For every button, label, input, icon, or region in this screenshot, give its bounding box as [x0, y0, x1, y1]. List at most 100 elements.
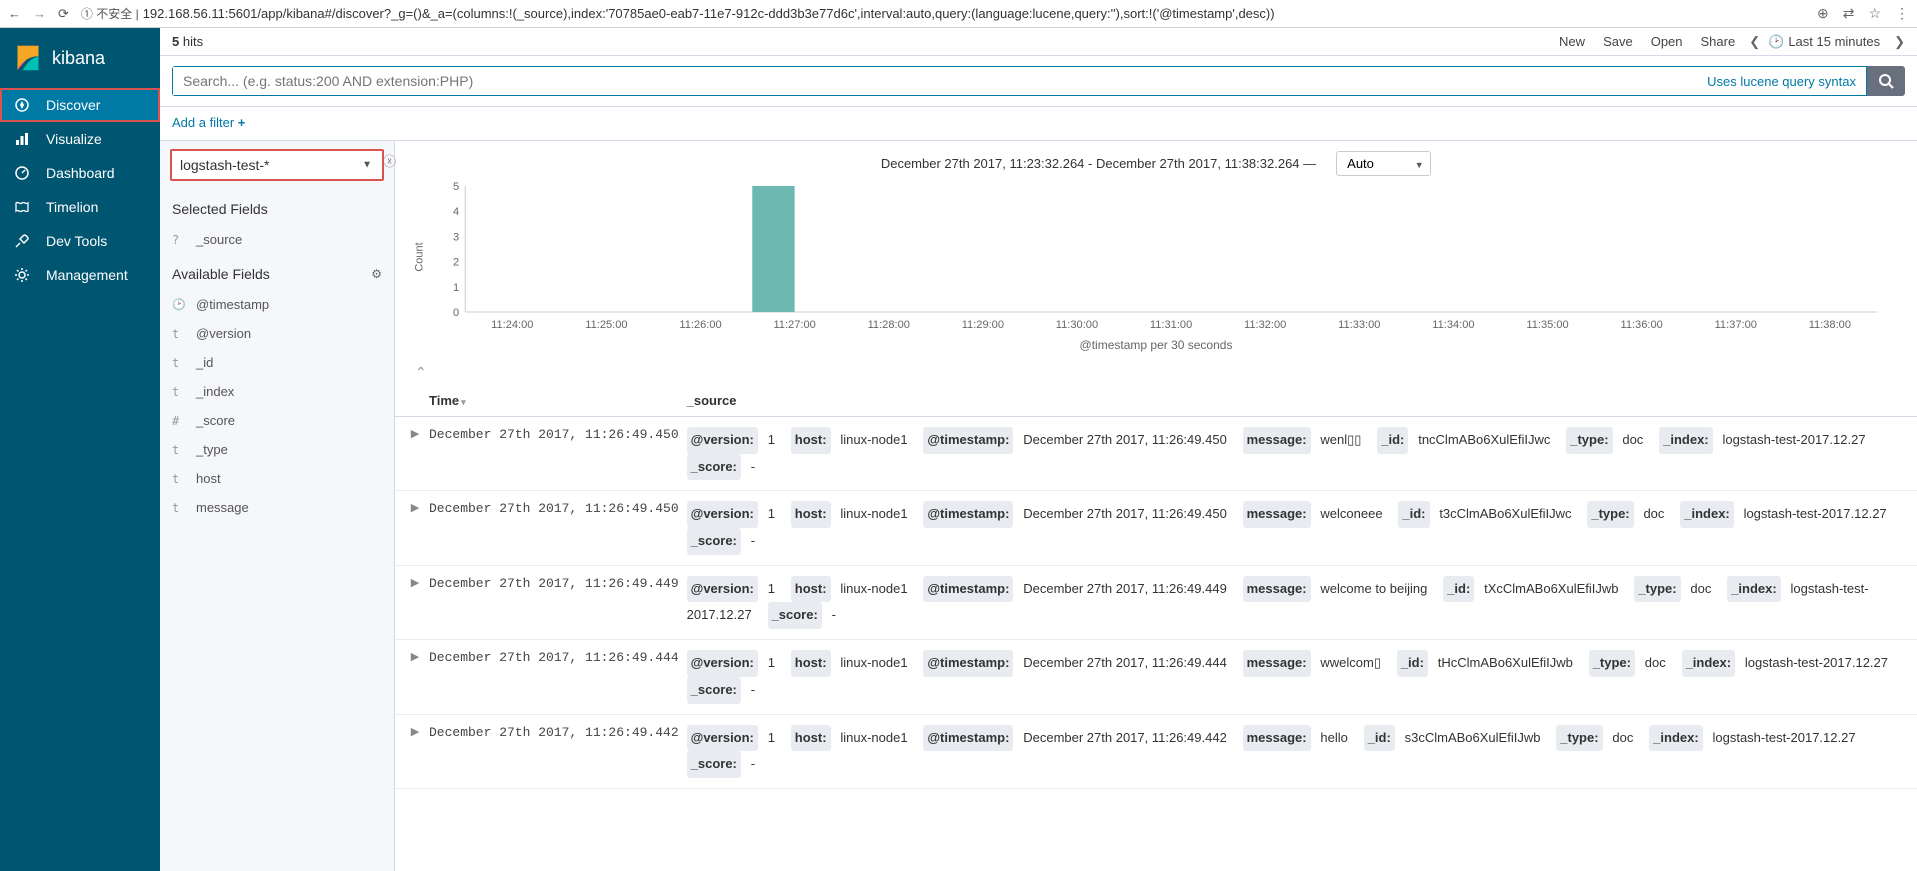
- collapse-chart-icon[interactable]: ⌃: [395, 360, 1917, 385]
- nav-label: Dev Tools: [46, 233, 107, 249]
- field-_index[interactable]: t_index: [160, 377, 394, 406]
- field-@version[interactable]: t @version: [160, 319, 394, 348]
- new-link[interactable]: New: [1559, 34, 1585, 49]
- field-value: -: [751, 682, 755, 697]
- nav-timelion[interactable]: Timelion: [0, 190, 160, 224]
- open-link[interactable]: Open: [1651, 34, 1683, 49]
- histogram-chart[interactable]: Count 01234511:24:0011:25:0011:26:0011:2…: [435, 182, 1887, 332]
- nav-visualize[interactable]: Visualize: [0, 122, 160, 156]
- clock-icon: 🕑: [1768, 34, 1784, 50]
- expand-row-icon[interactable]: ▶: [395, 491, 429, 565]
- field-value: wwelcom▯: [1320, 655, 1381, 670]
- field-_score[interactable]: #_score: [160, 406, 394, 435]
- gear-icon[interactable]: ⚙: [371, 267, 382, 281]
- expand-row-icon[interactable]: ▶: [395, 640, 429, 714]
- row-time: December 27th 2017, 11:26:49.444: [429, 640, 687, 714]
- field-type-icon: t: [172, 327, 186, 341]
- field-_source[interactable]: ?_source: [160, 225, 394, 254]
- svg-text:11:32:00: 11:32:00: [1244, 319, 1286, 331]
- field-sidebar: logstash-test-* ▼ ⓧ Selected Fields ?_so…: [160, 141, 395, 871]
- expand-row-icon[interactable]: ▶: [395, 417, 429, 491]
- time-picker[interactable]: 🕑 Last 15 minutes: [1768, 34, 1880, 50]
- share-link[interactable]: Share: [1701, 34, 1736, 49]
- insecure-icon: ① 不安全 |: [81, 5, 139, 22]
- column-source[interactable]: _source: [687, 385, 1917, 417]
- field-type-icon: t: [172, 356, 186, 370]
- expand-row-icon[interactable]: ▶: [395, 565, 429, 639]
- field-key: @timestamp:: [923, 501, 1013, 528]
- field-_id[interactable]: t_id: [160, 348, 394, 377]
- svg-text:11:31:00: 11:31:00: [1150, 319, 1192, 331]
- nav-dashboard[interactable]: Dashboard: [0, 156, 160, 190]
- sort-desc-icon: ▾: [461, 397, 466, 407]
- field-key: _index:: [1659, 427, 1713, 454]
- nav-management[interactable]: Management: [0, 258, 160, 292]
- kibana-logo[interactable]: kibana: [0, 28, 160, 88]
- selected-fields-heading: Selected Fields: [160, 189, 394, 225]
- field-key: message:: [1243, 427, 1311, 454]
- reload-icon[interactable]: ⟳: [58, 6, 69, 22]
- field-key: _index:: [1649, 725, 1703, 752]
- field-key: @version:: [687, 725, 758, 752]
- nav-discover[interactable]: Discover: [0, 88, 160, 122]
- available-fields-heading: Available Fields ⚙: [160, 254, 394, 290]
- expand-row-icon[interactable]: ▶: [395, 714, 429, 788]
- index-pattern-select[interactable]: logstash-test-*: [170, 149, 384, 181]
- svg-text:11:34:00: 11:34:00: [1432, 319, 1474, 331]
- field-key: _score:: [687, 528, 741, 555]
- lucene-hint[interactable]: Uses lucene query syntax: [1697, 74, 1866, 89]
- svg-text:11:26:00: 11:26:00: [679, 319, 721, 331]
- field-name: @version: [196, 326, 251, 341]
- field-host[interactable]: thost: [160, 464, 394, 493]
- field-_type[interactable]: t_type: [160, 435, 394, 464]
- nav-devtools[interactable]: Dev Tools: [0, 224, 160, 258]
- row-time: December 27th 2017, 11:26:49.442: [429, 714, 687, 788]
- row-source: @version: 1 host: linux-node1 @timestamp…: [687, 565, 1917, 639]
- forward-icon[interactable]: →: [33, 6, 46, 21]
- field-value: logstash-test-2017.12.27: [1712, 730, 1855, 745]
- nav-label: Management: [46, 267, 128, 283]
- field-value: -: [751, 533, 755, 548]
- zoom-icon[interactable]: ⊕: [1817, 5, 1829, 22]
- field-value: welcome to beijing: [1320, 581, 1427, 596]
- field-name: _score: [196, 413, 235, 428]
- field-key: message:: [1243, 650, 1311, 677]
- add-filter-button[interactable]: Add a filter +: [172, 115, 245, 130]
- field-@timestamp[interactable]: 🕑@timestamp: [160, 290, 394, 319]
- back-icon[interactable]: ←: [8, 6, 21, 21]
- devtools-icon: [14, 233, 34, 249]
- field-value: linux-node1: [840, 432, 907, 447]
- field-value: linux-node1: [840, 506, 907, 521]
- translate-icon[interactable]: ⇄: [1843, 5, 1855, 22]
- field-value: doc: [1622, 432, 1643, 447]
- field-key: @version:: [687, 650, 758, 677]
- time-prev-icon[interactable]: ❮: [1749, 34, 1760, 50]
- field-key: _score:: [687, 454, 741, 481]
- close-index-icon[interactable]: ⓧ: [383, 151, 396, 170]
- field-key: _score:: [768, 602, 822, 629]
- menu-icon[interactable]: ⋮: [1895, 5, 1909, 22]
- save-link[interactable]: Save: [1603, 34, 1633, 49]
- field-value: -: [751, 756, 755, 771]
- nav-label: Timelion: [46, 199, 98, 215]
- star-icon[interactable]: ☆: [1868, 5, 1881, 22]
- discover-icon: [14, 97, 34, 113]
- field-value: tXcClmABo6XulEfiIJwb: [1484, 581, 1618, 596]
- left-navigation: kibana DiscoverVisualize Dashboard Timelio…: [0, 28, 160, 871]
- search-button[interactable]: [1867, 66, 1905, 96]
- row-time: December 27th 2017, 11:26:49.450: [429, 417, 687, 491]
- interval-select[interactable]: Auto: [1336, 151, 1431, 176]
- field-value: -: [751, 459, 755, 474]
- field-value: 1: [768, 655, 775, 670]
- url-bar[interactable]: 192.168.56.11:5601/app/kibana#/discover?…: [143, 6, 1817, 21]
- svg-text:5: 5: [453, 182, 459, 193]
- column-time[interactable]: Time▾: [429, 385, 687, 417]
- field-key: _type:: [1634, 576, 1680, 603]
- search-input[interactable]: [173, 67, 1697, 95]
- field-message[interactable]: tmessage: [160, 493, 394, 522]
- nav-label: Dashboard: [46, 165, 115, 181]
- field-value: 1: [768, 506, 775, 521]
- time-next-icon[interactable]: ❯: [1894, 34, 1905, 50]
- svg-text:0: 0: [453, 307, 459, 319]
- field-key: _id:: [1364, 725, 1395, 752]
